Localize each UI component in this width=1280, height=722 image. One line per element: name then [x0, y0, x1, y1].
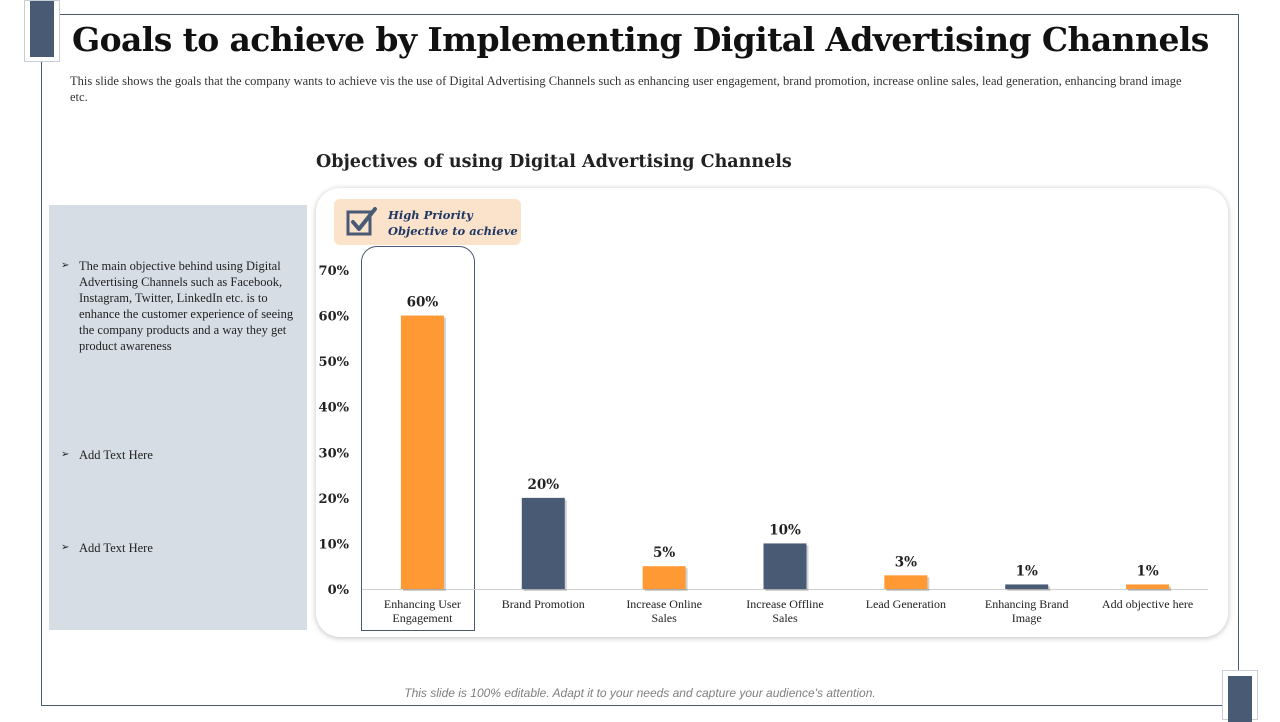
high-priority-label-line1: High Priority [388, 208, 473, 222]
checkbox-icon [346, 207, 377, 236]
footer-note: This slide is 100% editable. Adapt it to… [404, 686, 876, 700]
left-text-panel: ➢ The main objective behind using Digita… [49, 205, 307, 630]
arrow-bullet-icon: ➢ [61, 449, 70, 460]
left-bullet-item: ➢ The main objective behind using Digita… [61, 258, 297, 354]
high-priority-label-line2: Objective to achieve [388, 224, 518, 238]
left-bullet-text: The main objective behind using Digital … [79, 259, 294, 353]
left-bullet-item: ➢ Add Text Here [61, 540, 297, 556]
page-subtitle: This slide shows the goals that the comp… [70, 74, 1182, 104]
page-title: Goals to achieve by Implementing Digital… [72, 20, 1209, 59]
left-bullet-text: Add Text Here [79, 448, 153, 462]
chart-title: Objectives of using Digital Advertising … [316, 152, 792, 172]
arrow-bullet-icon: ➢ [61, 260, 70, 271]
slide-frame [41, 14, 1239, 706]
left-bullet-item: ➢ Add Text Here [61, 447, 297, 463]
high-priority-highlight-box [361, 246, 475, 631]
high-priority-callout: High Priority Objective to achieve [334, 199, 521, 245]
high-priority-label: High Priority Objective to achieve [388, 207, 518, 239]
corner-decoration-top [24, 0, 60, 62]
left-bullet-text: Add Text Here [79, 541, 153, 555]
arrow-bullet-icon: ➢ [61, 542, 70, 553]
